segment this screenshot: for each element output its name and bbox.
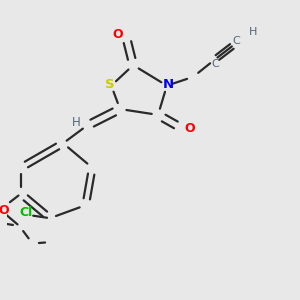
Text: N: N [163, 78, 174, 91]
Text: S: S [105, 78, 114, 91]
Text: H: H [72, 116, 80, 129]
Text: C: C [232, 36, 240, 46]
Text: Cl: Cl [19, 206, 32, 219]
Text: O: O [184, 122, 195, 135]
Text: H: H [248, 27, 257, 37]
Text: O: O [112, 28, 123, 41]
Text: O: O [0, 204, 9, 217]
Text: C: C [212, 59, 219, 69]
